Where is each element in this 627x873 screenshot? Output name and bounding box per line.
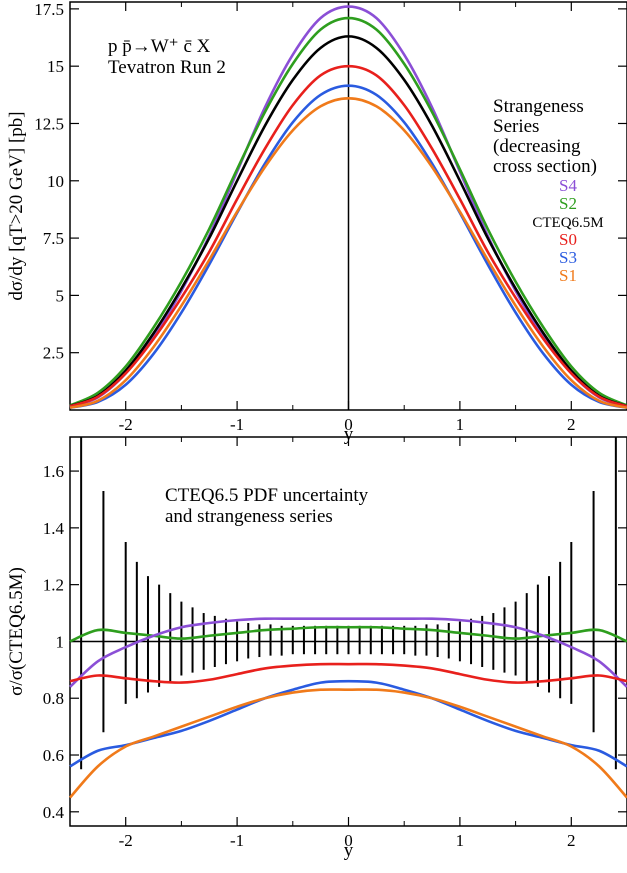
- y-tick-label: 12.5: [34, 114, 64, 133]
- chart-annotation: and strangeness series: [165, 506, 333, 527]
- y-tick-label: 7.5: [43, 229, 64, 248]
- series-line-s2: [69, 16, 627, 407]
- y-tick-label: 10: [47, 172, 64, 191]
- series-line-s2: [69, 625, 627, 643]
- x-axis-label: y: [344, 840, 354, 861]
- y-tick-label: 17.5: [34, 0, 64, 19]
- chart-annotation: Tevatron Run 2: [108, 57, 226, 78]
- legend-entry: S1: [559, 266, 577, 285]
- y-tick-label: 0.8: [43, 689, 64, 708]
- x-tick-label: 2: [567, 415, 576, 434]
- x-tick-label: 2: [567, 831, 576, 850]
- chart-annotation: p p̄→W⁺ c̄ X: [108, 36, 211, 57]
- legend-title: cross section): [493, 156, 597, 177]
- y-tick-label: 1.6: [43, 462, 64, 481]
- x-tick-label: 0: [344, 831, 353, 850]
- legend-title: Strangeness: [493, 96, 584, 117]
- y-tick-label: 1.2: [43, 576, 64, 595]
- series-line-s1: [69, 96, 627, 409]
- legend-entry: S2: [559, 194, 577, 213]
- y-tick-label: 15: [47, 57, 64, 76]
- x-tick-label: -2: [119, 415, 133, 434]
- y-tick-label: 1.4: [43, 519, 65, 538]
- y-tick-label: 5: [56, 286, 65, 305]
- series-line-s4: [69, 5, 627, 408]
- legend-title: (decreasing: [493, 136, 581, 157]
- x-tick-label: 1: [456, 415, 465, 434]
- y-axis-label: σ/σ(CTEQ6.5M): [6, 567, 27, 696]
- x-tick-label: 1: [456, 831, 465, 850]
- x-tick-label: -1: [230, 415, 244, 434]
- legend-entry: S0: [559, 230, 577, 249]
- legend-title: Series: [493, 116, 539, 137]
- series-line-s0: [69, 662, 627, 684]
- x-axis-label: y: [344, 424, 354, 445]
- legend-entry: S4: [559, 176, 577, 195]
- series-line-s1: [69, 688, 627, 799]
- series-line-s3: [69, 84, 627, 409]
- series-line-s4: [69, 617, 627, 688]
- legend-entry: CTEQ6.5M: [532, 215, 603, 231]
- x-tick-label: -1: [230, 831, 244, 850]
- y-tick-label: 0.6: [43, 746, 64, 765]
- legend-entry: S3: [559, 248, 577, 267]
- y-tick-label: 2.5: [43, 344, 64, 363]
- chart-annotation: CTEQ6.5 PDF uncertainty: [165, 485, 369, 506]
- y-axis-label: dσ/dy [qT>20 GeV] [pb]: [6, 111, 27, 300]
- x-tick-label: 0: [344, 415, 353, 434]
- x-tick-label: -2: [119, 831, 133, 850]
- y-tick-label: 0.4: [43, 803, 65, 822]
- series-line-cteq6-5m: [69, 35, 627, 408]
- y-tick-label: 1: [56, 632, 65, 651]
- series-line-s3: [69, 679, 627, 768]
- series-line-s0: [69, 64, 627, 408]
